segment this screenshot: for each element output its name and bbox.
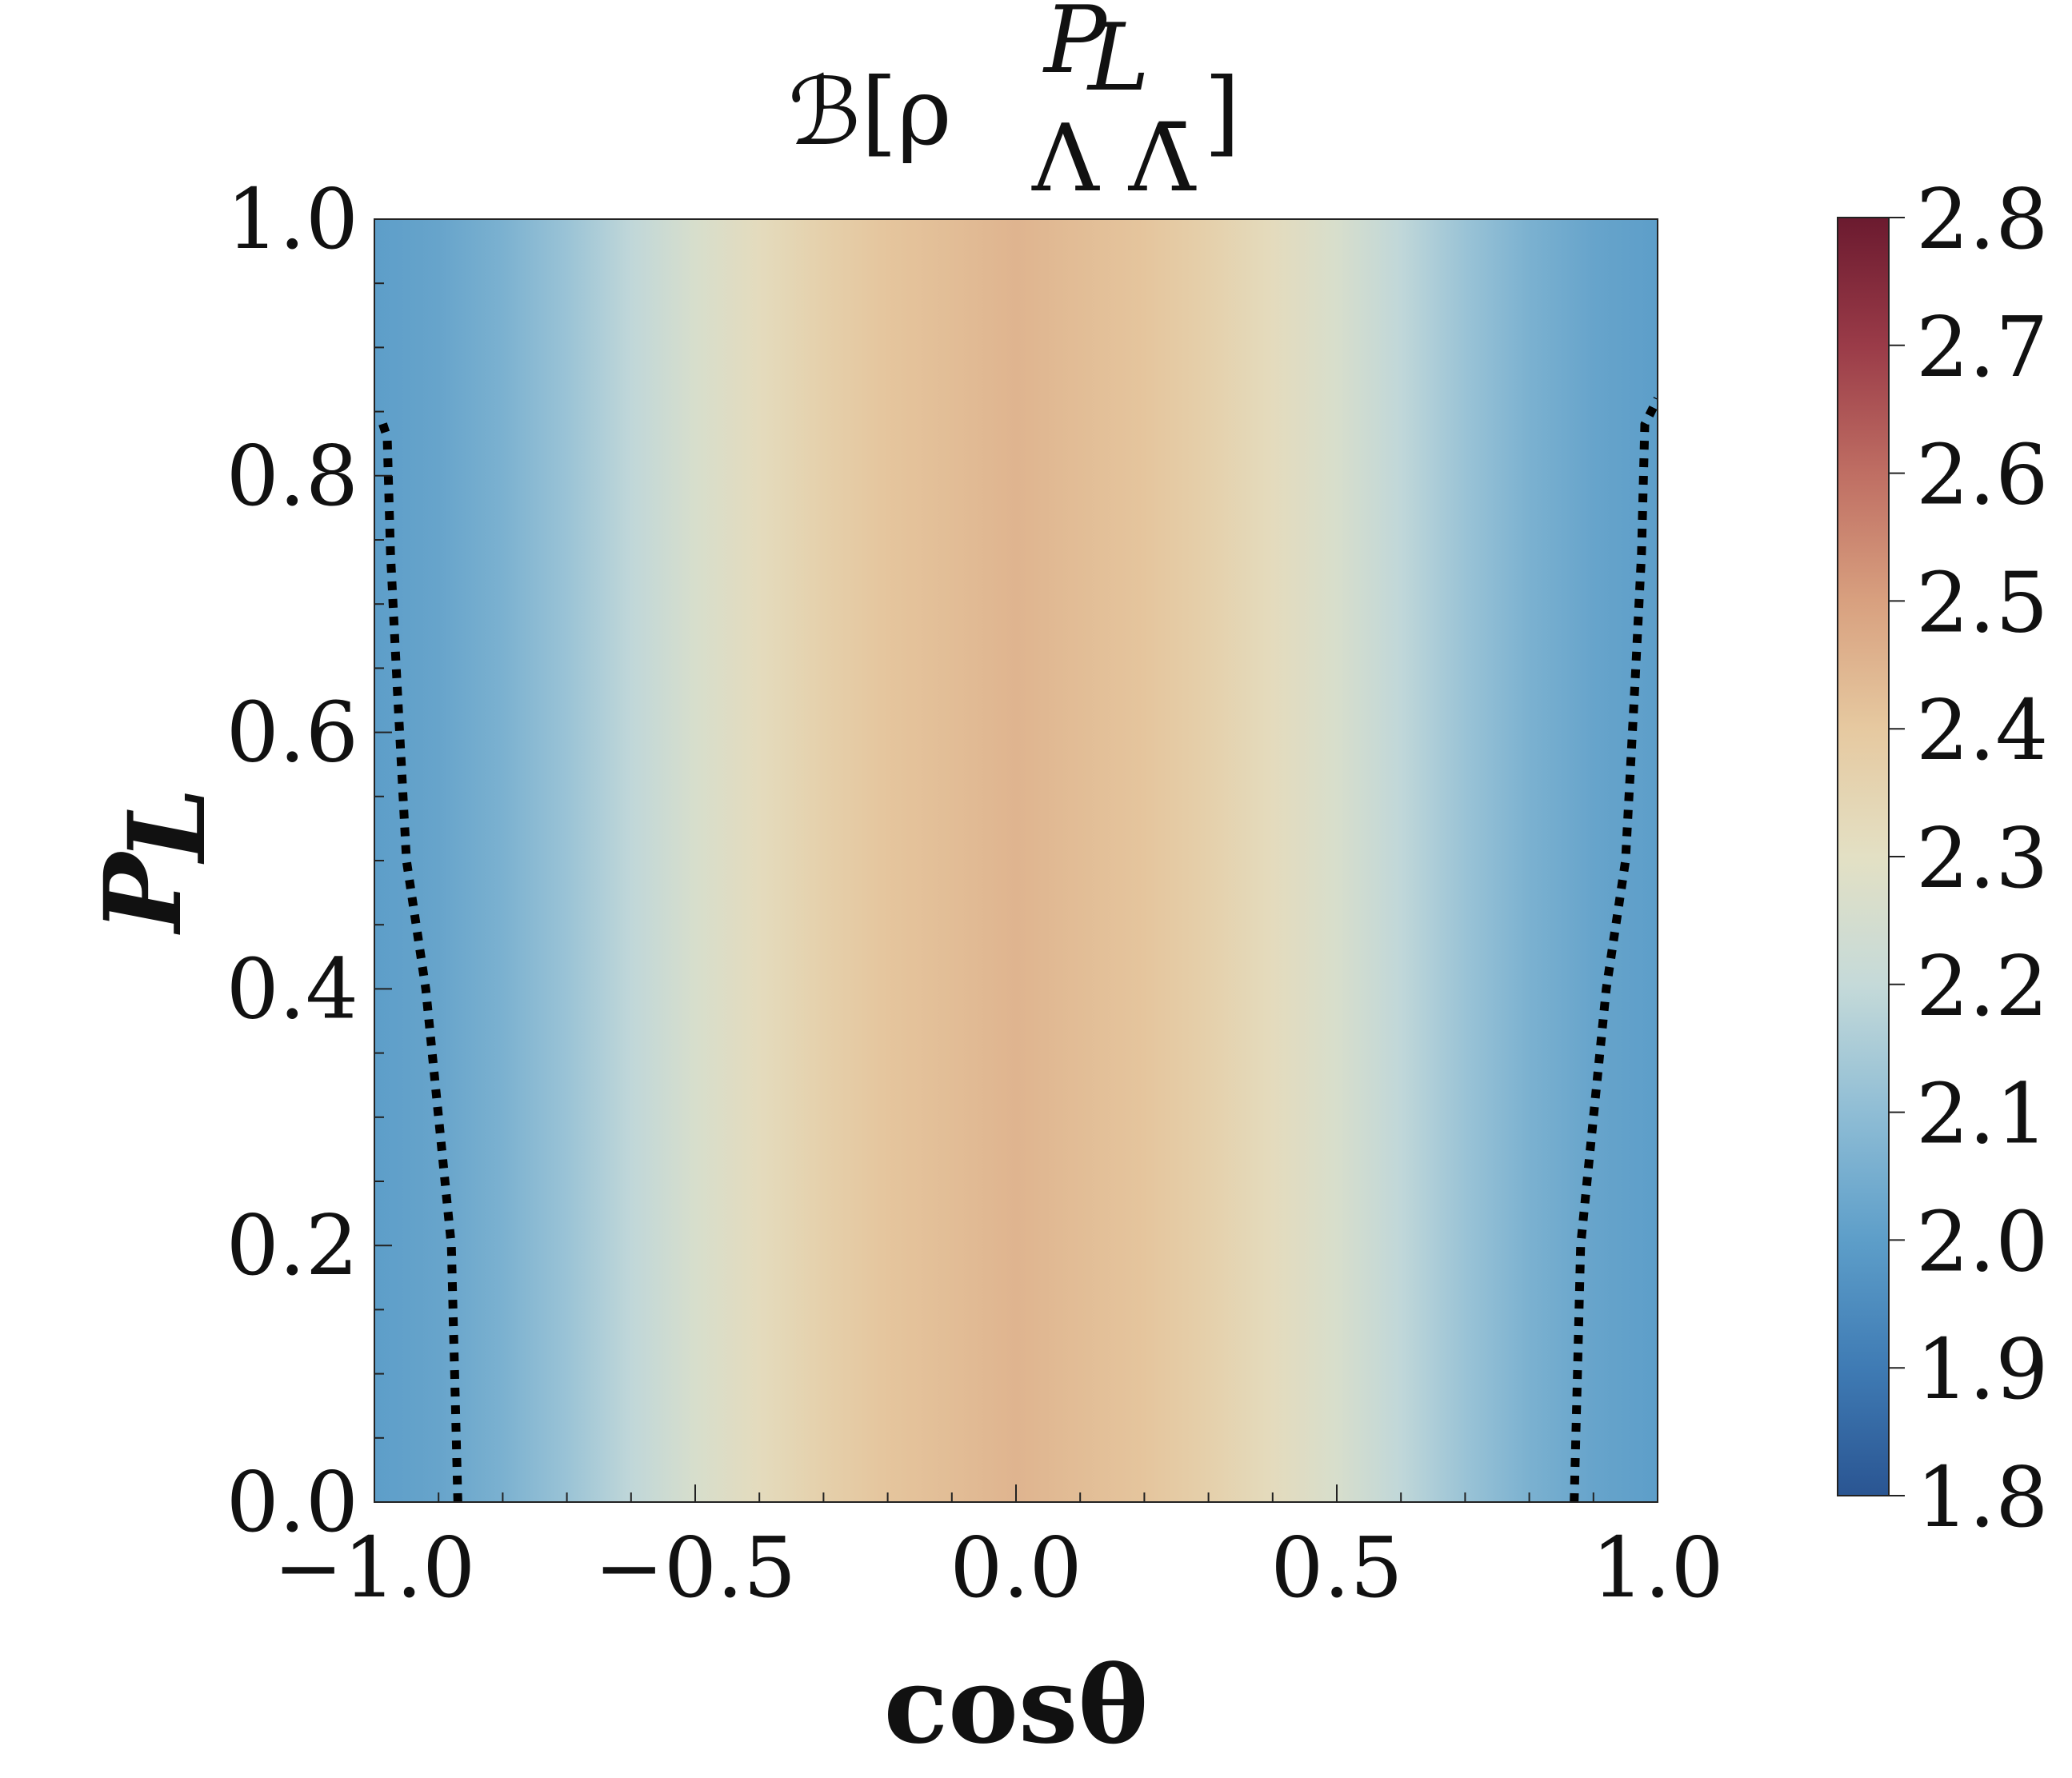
y-tick-label: 0.2 xyxy=(226,1197,358,1294)
colorbar-tick-label: 2.3 xyxy=(1916,809,2048,907)
colorbar-tick-label: 2.8 xyxy=(1916,170,2048,268)
title-subscript: Λ Λ̄ xyxy=(1031,105,1197,213)
colorbar-tick-label: 2.4 xyxy=(1916,681,2048,779)
title-main: ℬ[ρ xyxy=(788,58,952,166)
y-tick-label: 0.8 xyxy=(226,427,358,525)
y-axis: 0.0 0.2 0.4 0.6 0.8 1.0 xyxy=(226,170,392,1551)
chart-title: ℬ[ρ P L Λ Λ̄ ] xyxy=(788,0,1240,213)
colorbar-tick-label: 2.5 xyxy=(1916,553,2048,651)
boundary-left xyxy=(376,416,462,1502)
title-close: ] xyxy=(1204,58,1240,166)
colorbar-tick-label: 2.0 xyxy=(1916,1193,2048,1290)
title-superscript: P xyxy=(1042,0,1108,94)
heatmap-center-peak xyxy=(896,219,1136,1291)
y-tick-label: 0.6 xyxy=(226,684,358,781)
colorbar-tick-label: 2.2 xyxy=(1916,937,2048,1035)
x-axis: −1.0 −0.5 0.0 0.5 1.0 xyxy=(274,1484,1724,1616)
x-tick-label: 1.0 xyxy=(1591,1519,1723,1616)
colorbar-tick-label: 1.8 xyxy=(1916,1448,2048,1546)
colorbar: 1.8 1.9 2.0 2.1 2.2 2.3 2.4 2.5 2.6 2.7 2.8 xyxy=(1837,170,2048,1546)
y-axis-label-main: P xyxy=(82,850,206,936)
colorbar-tick-label: 2.1 xyxy=(1916,1065,2048,1163)
plot-area: −1.0 −0.5 0.0 0.5 1.0 0.0 0.2 0.4 0.6 0.8 1.0 xyxy=(226,170,1724,1616)
x-axis-label: cosθ xyxy=(884,1644,1149,1768)
title-superscript-subscript: L xyxy=(1086,4,1150,112)
y-tick-label: 0.4 xyxy=(226,940,358,1037)
x-tick-label: −0.5 xyxy=(594,1519,797,1616)
y-tick-label: 1.0 xyxy=(226,170,358,268)
x-tick-label: 0.0 xyxy=(950,1519,1082,1616)
colorbar-tick-label: 2.6 xyxy=(1916,426,2048,524)
colorbar-tick-label: 2.7 xyxy=(1916,298,2048,396)
colorbar-scale xyxy=(1838,218,1889,1496)
colorbar-tick-label: 1.9 xyxy=(1916,1321,2048,1418)
x-tick-label: −1.0 xyxy=(274,1519,476,1616)
x-tick-label: 0.5 xyxy=(1270,1519,1402,1616)
y-axis-label: P L xyxy=(82,788,230,936)
y-tick-label: 0.0 xyxy=(226,1453,358,1551)
y-axis-label-subscript: L xyxy=(106,788,230,865)
